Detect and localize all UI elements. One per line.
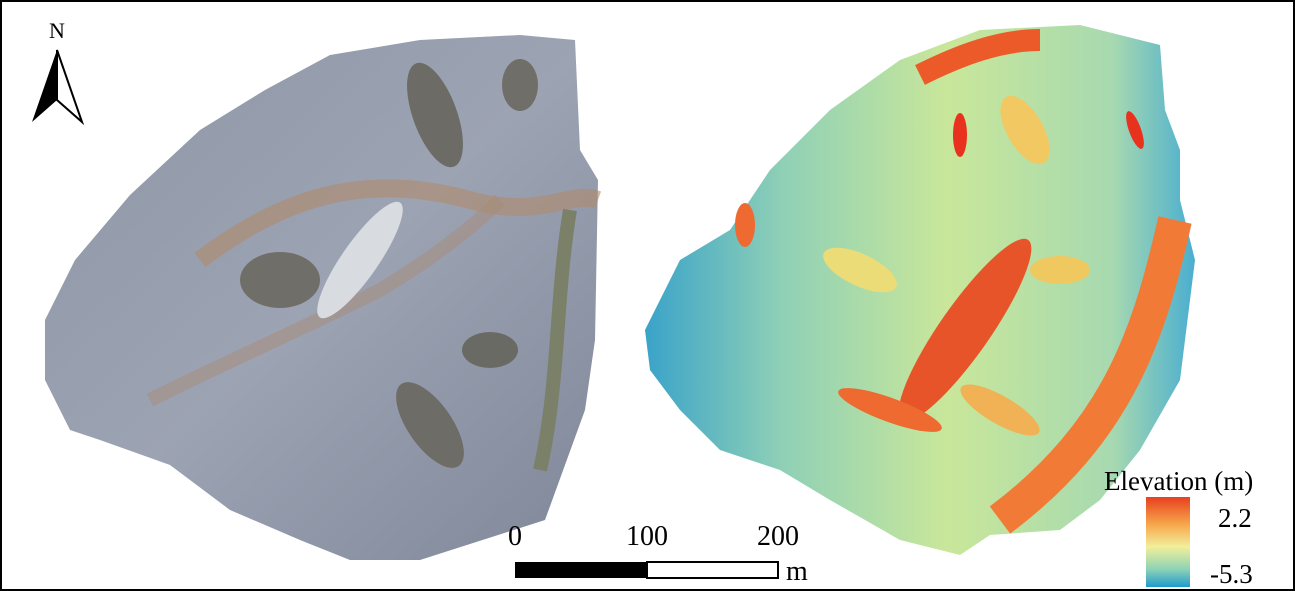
legend: Elevation (m) 2.2 -5.3 xyxy=(1104,466,1253,589)
legend-min: -5.3 xyxy=(1210,559,1253,589)
figure: N 0 100 200 m Elevation (m) 2.2 -5.3 xyxy=(0,0,1295,591)
page: N 0 100 200 m Elevation (m) 2.2 -5.3 (()… xyxy=(0,0,1295,591)
legend-max: 2.2 xyxy=(1218,503,1252,533)
north-label: N xyxy=(49,18,65,43)
scale-unit: m xyxy=(786,556,808,587)
scale-tick-label: 200 xyxy=(757,521,799,552)
legend-title: Elevation (m) xyxy=(1104,466,1253,496)
color-ramp xyxy=(1146,497,1190,587)
north-arrow: N xyxy=(32,18,82,122)
scale-tick-label: 100 xyxy=(626,521,668,552)
scale-tick-label: 0 xyxy=(508,521,522,552)
scale-bar: 0 100 200 m xyxy=(508,521,808,587)
orthophoto xyxy=(45,35,598,560)
